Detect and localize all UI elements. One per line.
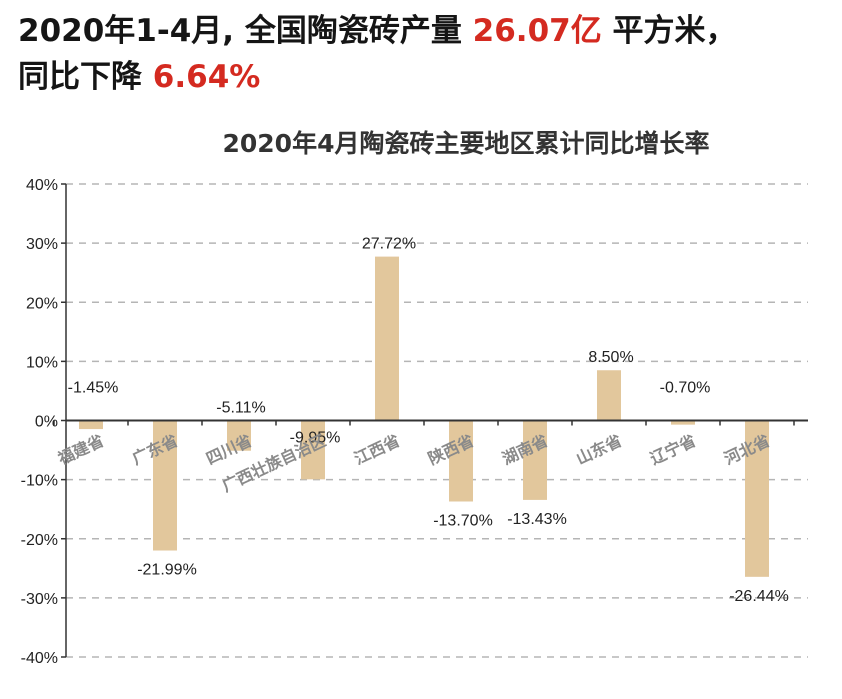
data-label: 8.50% — [588, 349, 633, 366]
data-label: -1.45% — [68, 380, 119, 397]
headline-line-2: 同比下降 6.64% — [18, 54, 828, 100]
headline-prefix-2: 同比下降 — [18, 59, 142, 95]
category-label: 江西省 — [351, 431, 403, 469]
headline-decline-value: 6.64% — [152, 59, 261, 95]
y-tick-label: -20% — [21, 532, 58, 549]
data-label: -5.11% — [216, 400, 266, 417]
y-tick-label: -10% — [21, 473, 58, 490]
bar — [301, 420, 325, 480]
data-label: 27.72% — [362, 236, 416, 253]
data-label: -0.70% — [660, 380, 711, 397]
bar — [79, 420, 103, 430]
data-label: -21.99% — [137, 562, 197, 579]
headline-line-1: 2020年1-4月, 全国陶瓷砖产量 26.07亿 平方米， — [18, 8, 828, 54]
data-label: -13.43% — [507, 511, 567, 528]
bar — [153, 420, 177, 551]
bar — [745, 420, 769, 577]
headline-prefix-1: 2020年1-4月, 全国陶瓷砖产量 — [18, 13, 462, 49]
grid-lines — [66, 183, 808, 658]
y-tick-label: 40% — [26, 177, 58, 194]
data-label: -9.95% — [290, 430, 341, 447]
bar — [671, 420, 695, 425]
bars — [79, 256, 769, 577]
headline-production-value: 26.07亿 — [472, 13, 602, 49]
headline-suffix-1: 平方米， — [612, 13, 737, 49]
category-label: 山东省 — [573, 431, 625, 469]
category-label: 福建省 — [54, 431, 106, 469]
bar — [227, 420, 251, 451]
y-tick-label: -30% — [21, 591, 58, 608]
headline: 2020年1-4月, 全国陶瓷砖产量 26.07亿 平方米， 同比下降 6.64… — [18, 8, 828, 100]
bar — [523, 420, 547, 500]
data-label: -26.44% — [729, 588, 789, 605]
y-tick-label: 20% — [26, 295, 58, 312]
axes — [53, 183, 808, 658]
category-label: 辽宁省 — [647, 431, 699, 469]
data-label: -13.70% — [433, 513, 493, 530]
y-tick-label: -40% — [21, 650, 58, 667]
bar — [449, 420, 473, 502]
bar — [597, 370, 621, 421]
y-tick-label: 10% — [26, 354, 58, 371]
bar — [375, 256, 399, 421]
y-tick-label: 30% — [26, 236, 58, 253]
chart-title: 2020年4月陶瓷砖主要地区累计同比增长率 — [222, 129, 710, 158]
y-tick-label: 0% — [35, 414, 58, 431]
